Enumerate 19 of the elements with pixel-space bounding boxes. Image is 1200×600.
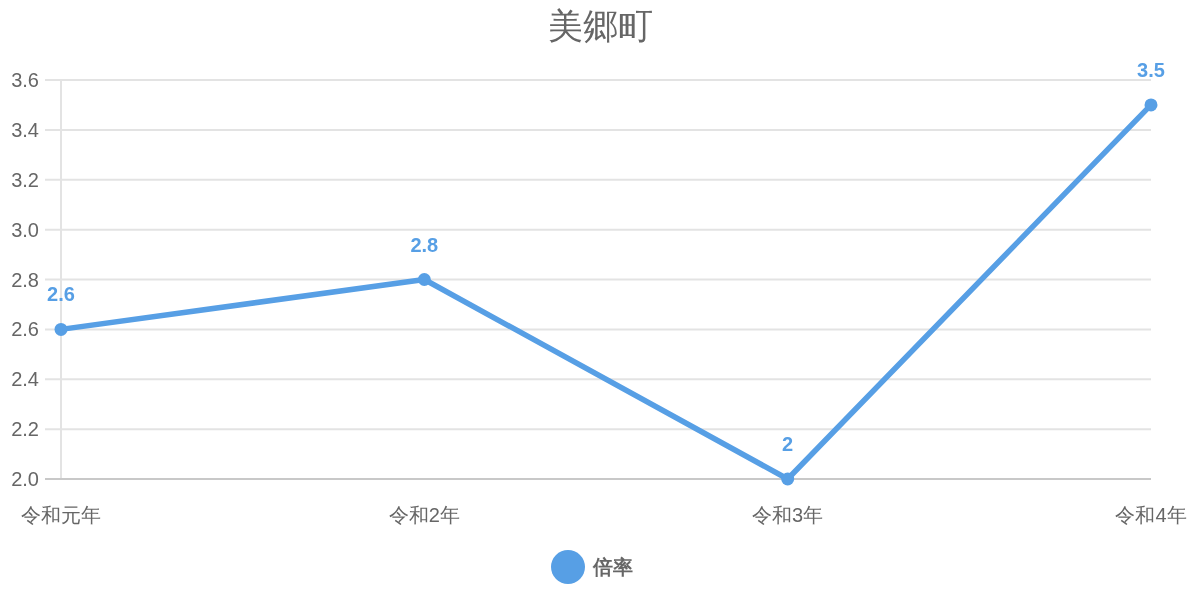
title: 美郷町 bbox=[547, 6, 653, 45]
data-label: 2.6 bbox=[47, 283, 75, 306]
data-label: 2.8 bbox=[410, 233, 439, 256]
ytick-label: 3.6 bbox=[11, 69, 39, 91]
ytick-label: 2.6 bbox=[11, 318, 39, 341]
xtick-label: 令和2年 bbox=[388, 504, 460, 526]
ytick-label: 2.8 bbox=[11, 268, 39, 291]
legend-label: 倍率 bbox=[593, 556, 633, 578]
ytick-label: 3.0 bbox=[11, 218, 39, 241]
ytick-label: 2.2 bbox=[11, 418, 39, 441]
ytick-label: 2.0 bbox=[11, 468, 39, 490]
ytick-label: 2.4 bbox=[11, 368, 39, 391]
ytick-label: 3.2 bbox=[11, 168, 39, 191]
ytick-label: 3.4 bbox=[11, 118, 39, 141]
xtick-label: 令和4年 bbox=[1115, 504, 1187, 526]
xtick-label: 令和元年 bbox=[21, 504, 101, 526]
data-label: 2 bbox=[782, 433, 794, 455]
data-label: 3.5 bbox=[1137, 58, 1165, 81]
xtick-label: 令和3年 bbox=[752, 504, 824, 526]
